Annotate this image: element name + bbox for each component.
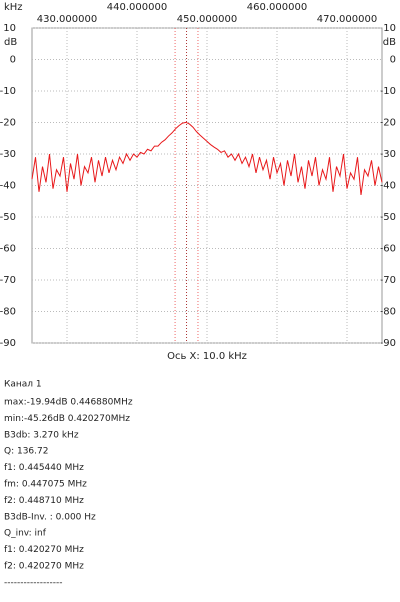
y-tick-label: -90 (0, 338, 16, 349)
y-tick-label-right: -60 (380, 244, 396, 255)
x-tick-label: 440.000000 (107, 2, 167, 13)
y-unit-left: dB (4, 37, 17, 48)
y-tick-label: -40 (0, 181, 16, 192)
info-line: B3db: 3.270 kHz (4, 430, 79, 440)
y-tick-label-right: -10 (380, 86, 396, 97)
x-tick-label: 460.000000 (247, 2, 307, 13)
y-tick-label: -50 (0, 212, 16, 223)
x-unit: kHz (4, 2, 23, 13)
info-line: Q_inv: inf (4, 529, 47, 539)
y-tick-label-right: 10 (383, 23, 396, 34)
info-line: fm: 0.447075 MHz (4, 480, 87, 490)
info-line: max:-19.94dB 0.446880MHz (4, 398, 133, 408)
y-unit-right: dB (383, 37, 396, 48)
y-tick-label-right: -70 (380, 275, 396, 286)
x-axis-label: Ось X: 10.0 kHz (167, 351, 247, 362)
y-tick-label-right: -20 (380, 118, 396, 129)
info-title: Канал 1 (4, 380, 42, 390)
info-line: min:-45.26dB 0.420270MHz (4, 414, 130, 424)
y-tick-label: -10 (0, 86, 16, 97)
y-tick-label: -20 (0, 118, 16, 129)
info-line: f1: 0.420270 MHz (4, 545, 84, 555)
info-line: B3dB-Inv. : 0.000 Hz (4, 512, 96, 522)
y-tick-label-right: -40 (380, 181, 396, 192)
info-line: f1: 0.445440 MHz (4, 463, 84, 473)
info-line: f2: 0.420270 MHz (4, 562, 84, 572)
y-tick-label: 0 (10, 55, 16, 66)
x-tick-label: 470.000000 (317, 14, 377, 25)
y-tick-label: -70 (0, 275, 16, 286)
y-tick-label-right: 0 (390, 55, 396, 66)
info-line: f2: 0.448710 MHz (4, 496, 84, 506)
y-tick-label: -80 (0, 307, 16, 318)
y-tick-label: -60 (0, 244, 16, 255)
trace (31, 121, 383, 196)
x-tick-label: 430.000000 (37, 14, 97, 25)
x-tick-label: 450.000000 (177, 14, 237, 25)
y-tick-label-right: -30 (380, 149, 396, 160)
y-tick-label-right: -80 (380, 307, 396, 318)
y-tick-label: 10 (3, 23, 16, 34)
y-tick-label-right: -90 (380, 338, 396, 349)
info-line: Q: 136.72 (4, 447, 48, 457)
y-tick-label-right: -50 (380, 212, 396, 223)
info-line: ------------------ (4, 578, 62, 588)
y-tick-label: -30 (0, 149, 16, 160)
